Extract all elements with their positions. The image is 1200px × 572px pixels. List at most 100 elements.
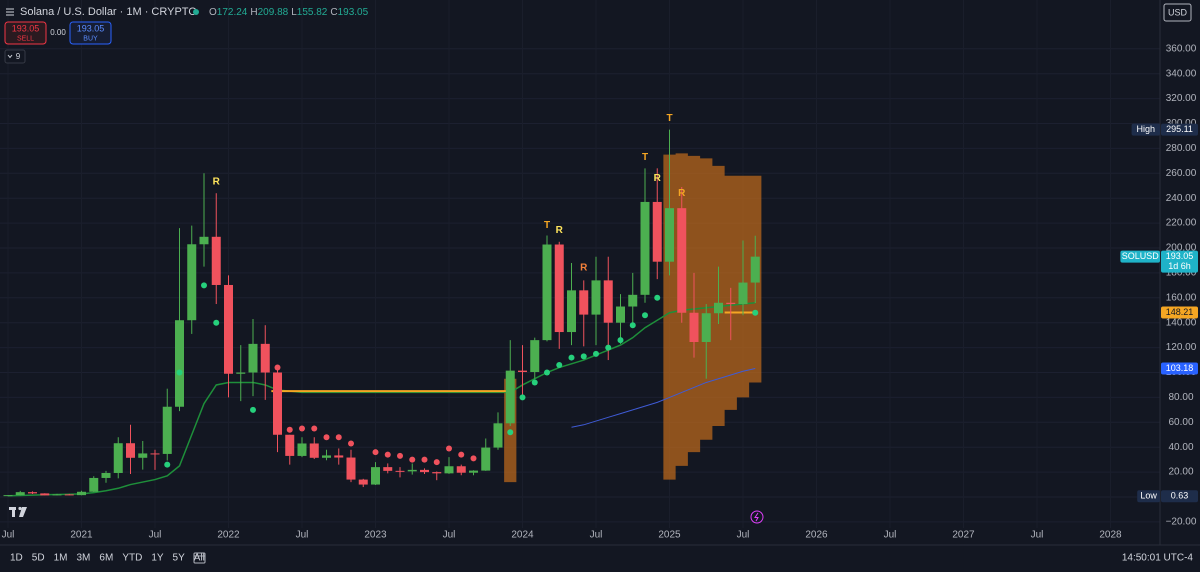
candle-body xyxy=(530,340,540,373)
candle-body xyxy=(616,306,625,323)
price-marker-box xyxy=(1161,123,1198,136)
sar-dot xyxy=(544,369,550,376)
x-tick-label: 2025 xyxy=(658,530,681,541)
candle-body xyxy=(3,495,13,497)
candle-body xyxy=(640,201,650,295)
candle-body xyxy=(260,343,270,373)
currency-button[interactable]: USD xyxy=(1163,3,1192,22)
price-marker-label: High xyxy=(1137,124,1156,134)
price-marker-label: SOLUSD xyxy=(1122,251,1160,261)
indicators-toggle[interactable]: 9 xyxy=(4,49,26,64)
events-icon[interactable] xyxy=(750,510,764,524)
menu-icon[interactable] xyxy=(6,8,14,16)
candle-body xyxy=(665,208,674,262)
x-tick-label: Jul xyxy=(296,530,309,541)
candle-body xyxy=(579,290,589,315)
buy-label[interactable]: BUY xyxy=(83,35,98,42)
ohlc-key: L xyxy=(291,7,297,18)
sar-dot xyxy=(580,353,587,360)
event-circle[interactable] xyxy=(750,510,764,524)
signal-label: R xyxy=(213,177,221,188)
sar-dot xyxy=(531,379,538,386)
sell-price[interactable]: 193.05 xyxy=(12,23,40,33)
sell-button[interactable]: 193.05 SELL xyxy=(4,21,47,45)
logo-part xyxy=(19,507,27,517)
candle-body xyxy=(175,320,184,407)
x-tick-label: 2021 xyxy=(70,530,93,541)
candle-body xyxy=(505,370,515,424)
range-button[interactable]: 1D xyxy=(10,553,23,564)
sar-dot xyxy=(311,425,318,432)
sar-dot xyxy=(556,362,563,369)
sar-dot xyxy=(642,312,648,319)
y-tick-label: 60.00 xyxy=(1168,417,1193,428)
range-button[interactable]: 6M xyxy=(99,553,113,564)
currency-label[interactable]: USD xyxy=(1168,7,1188,17)
signal-label: T xyxy=(544,220,550,231)
candle-body xyxy=(554,244,564,333)
sar-dot xyxy=(433,459,440,466)
range-button[interactable]: 1Y xyxy=(151,553,164,564)
candle-body xyxy=(52,494,62,496)
tradingview-logo[interactable] xyxy=(9,506,27,517)
signal-label: T xyxy=(666,113,672,124)
goto-date-icon[interactable] xyxy=(193,552,206,564)
price-marker-label-box xyxy=(1120,250,1160,263)
range-button[interactable]: 3M xyxy=(77,553,91,564)
candle-body xyxy=(40,493,50,496)
candle-body xyxy=(248,343,258,373)
sar-dot xyxy=(629,322,636,329)
sar-dot xyxy=(201,282,207,289)
x-tick-label: Jul xyxy=(884,530,897,541)
x-tick-label: 2026 xyxy=(805,530,828,541)
sell-label[interactable]: SELL xyxy=(17,35,34,42)
range-button[interactable]: YTD xyxy=(122,553,142,564)
ohlc-value: 193.05 xyxy=(338,7,369,18)
y-tick-label: 120.00 xyxy=(1166,342,1197,353)
ohlc-value: 155.82 xyxy=(297,7,328,18)
y-tick-label: 240.00 xyxy=(1166,193,1197,204)
ohlc-key: H xyxy=(250,7,257,18)
sar-dot xyxy=(176,369,183,376)
candle-body xyxy=(738,282,748,305)
currency-box[interactable] xyxy=(1163,3,1192,22)
buy-button[interactable]: 193.05 BUY xyxy=(69,21,112,45)
ohlc-value: 172.24 xyxy=(217,7,248,18)
clock[interactable]: 14:50:01 UTC-4 xyxy=(1122,553,1194,564)
event-bolt xyxy=(754,512,759,522)
candle-body xyxy=(701,313,711,343)
ohlc-value: 209.88 xyxy=(258,7,289,18)
candle-body xyxy=(750,256,760,283)
sar-dot xyxy=(274,364,281,371)
range-button[interactable]: 5D xyxy=(32,553,45,564)
sar-dot xyxy=(348,440,354,447)
spread: 0.00 xyxy=(50,28,66,37)
x-tick-label: 2028 xyxy=(1099,530,1122,541)
sar-dot xyxy=(409,456,416,463)
x-tick-label: Jul xyxy=(590,530,603,541)
candle-body xyxy=(714,302,723,314)
sar-dot xyxy=(372,449,379,456)
range-button[interactable]: 1M xyxy=(54,553,68,564)
range-button[interactable]: 5Y xyxy=(173,553,186,564)
x-tick-label: 2022 xyxy=(217,530,240,541)
sar-dot xyxy=(568,354,575,361)
indicators-count[interactable]: 9 xyxy=(16,52,21,61)
candle-body xyxy=(113,443,123,473)
buy-box[interactable] xyxy=(69,21,112,45)
candle-body xyxy=(285,434,295,456)
symbol-title[interactable]: Solana / U.S. Dollar · 1M · CRYPTO xyxy=(20,6,197,18)
sell-box[interactable] xyxy=(4,21,47,45)
buy-price[interactable]: 193.05 xyxy=(77,23,105,33)
bottom-toolbar: 1D 5D 1M 3M 6M YTD 1Y 5Y All xyxy=(10,553,205,564)
candle-body xyxy=(334,455,344,458)
y-tick-label: 280.00 xyxy=(1166,143,1197,154)
y-tick-label: 260.00 xyxy=(1166,168,1197,179)
calendar-icon[interactable] xyxy=(193,552,206,564)
toggle-box[interactable] xyxy=(4,49,26,64)
candle-body xyxy=(138,453,148,458)
range-button[interactable]: All xyxy=(194,553,205,564)
